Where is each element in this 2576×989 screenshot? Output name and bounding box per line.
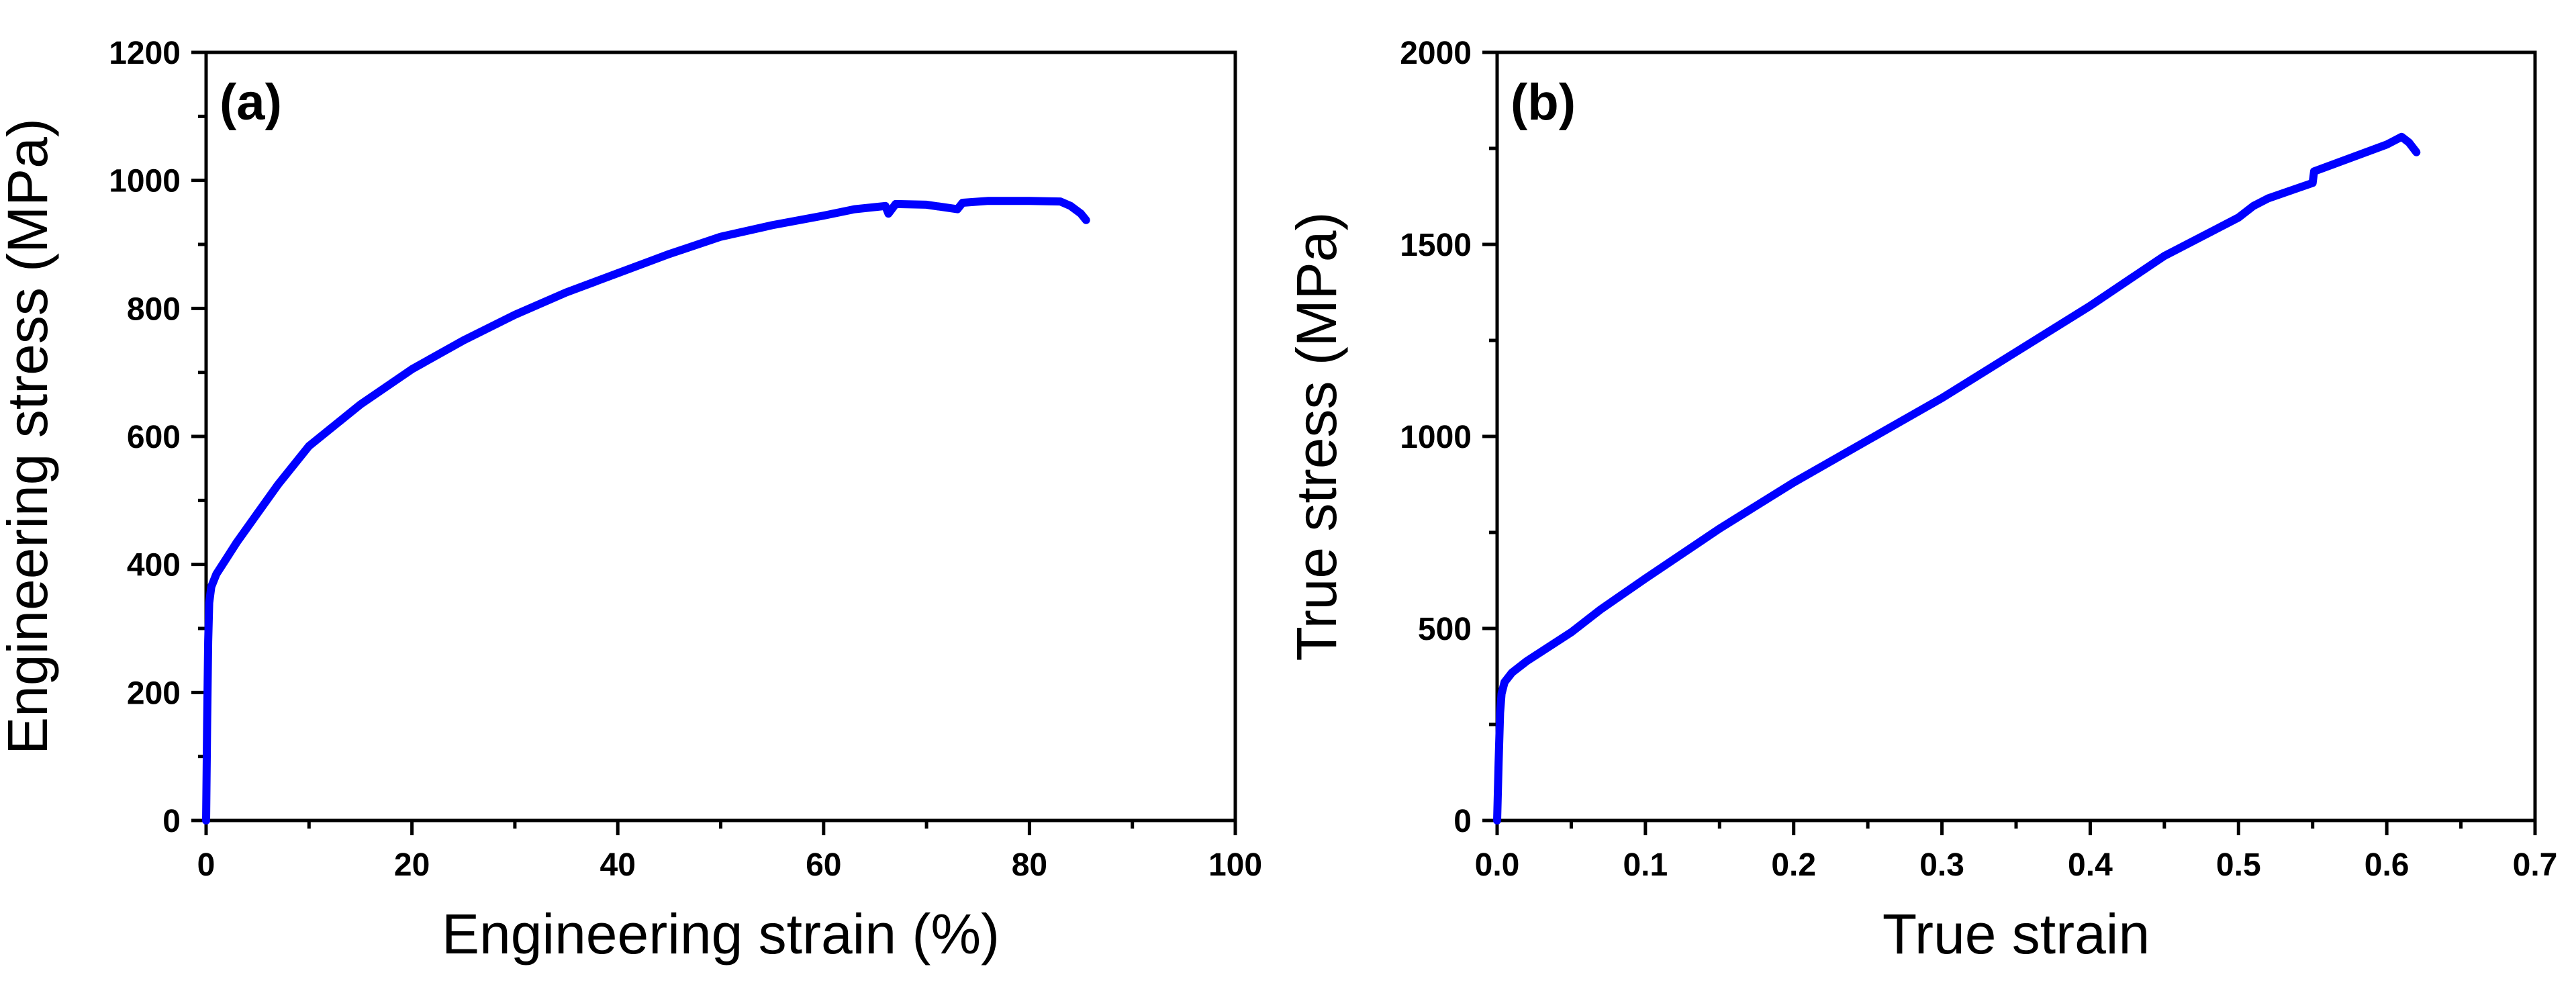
y-tick-label: 200 [127, 675, 181, 711]
y-tick-label: 800 [127, 291, 181, 327]
y-tick-label: 1200 [109, 36, 181, 71]
x-axis-title: True strain [1882, 902, 2150, 966]
panel-a: 0 20 40 60 80 100020040060080010001200Enginee… [0, 36, 1262, 966]
x-tick-label: 60 [806, 847, 841, 883]
panel-label: (b) [1511, 74, 1576, 131]
x-tick-label: 0.2 [1771, 847, 1816, 883]
x-tick-label: 0.1 [1623, 847, 1668, 883]
x-tick-label: 0.4 [2068, 847, 2113, 883]
y-tick-label: 0 [1453, 804, 1472, 839]
x-tick-label: 80 [1012, 847, 1047, 883]
series-line-engineering-stress-strain [202, 197, 1090, 825]
y-tick-label: 1000 [109, 164, 181, 199]
plot-frame [204, 50, 1237, 822]
y-tick-label: 400 [127, 548, 181, 583]
x-axis-title: Engineering strain (%) [442, 902, 1000, 966]
panel-b: 0.0 0.1 0.2 0.3 0.4 0.5 0.6 0.7 0 500 1000 1500 2000… [1285, 36, 2557, 966]
x-tick-label: 0 [197, 847, 216, 883]
y-axis-title: True stress (MPa) [1285, 212, 1348, 661]
x-tick-label: 20 [394, 847, 430, 883]
y-tick-label: 1500 [1400, 228, 1472, 263]
plot-frame [1495, 50, 2537, 822]
x-tick-label: 0.3 [1919, 847, 1964, 883]
x-tick-label: 0.6 [2365, 847, 2410, 883]
x-tick-label: 0.5 [2216, 847, 2261, 883]
y-axis-title: Engineering stress (MPa) [0, 118, 59, 755]
x-tick-label: 0.7 [2513, 847, 2558, 883]
y-tick-label: 1000 [1400, 420, 1472, 455]
y-tick-label: 0 [162, 804, 181, 839]
panel-label: (a) [220, 74, 282, 131]
x-tick-label: 0.0 [1475, 847, 1520, 883]
series-line-true-stress-strain [1493, 132, 2421, 825]
y-tick-label: 2000 [1400, 36, 1472, 71]
x-tick-label: 40 [600, 847, 636, 883]
y-tick-label: 600 [127, 420, 181, 455]
x-tick-label: 100 [1208, 847, 1262, 883]
y-tick-label: 500 [1418, 612, 1472, 647]
